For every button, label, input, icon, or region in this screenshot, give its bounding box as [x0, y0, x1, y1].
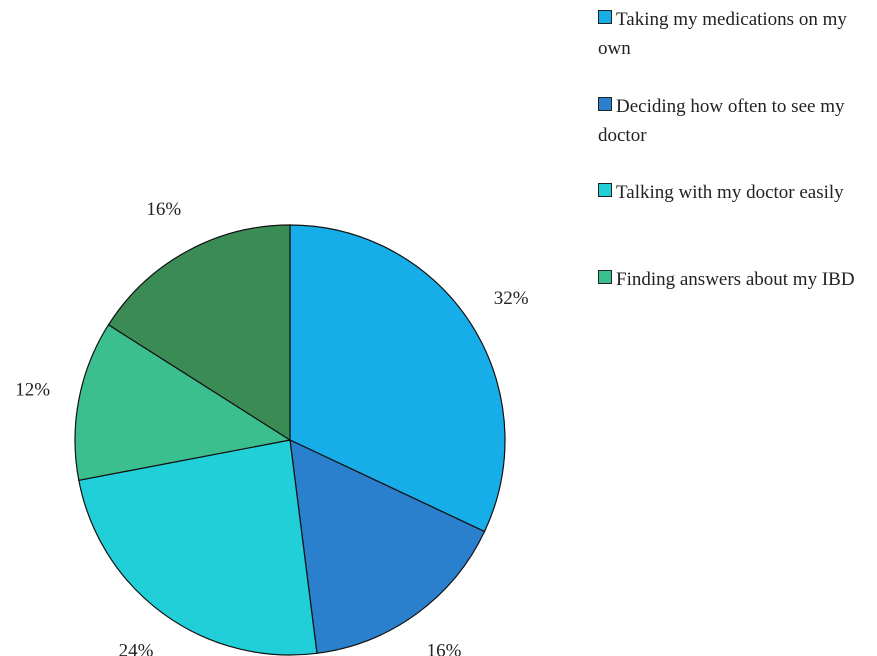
pie-slice — [74, 323, 292, 481]
data-label: 24% — [119, 640, 154, 656]
legend-entry: Taking my medications on my own — [598, 5, 868, 63]
legend-label: Talking with my doctor easily — [616, 182, 844, 203]
pie-slice — [289, 224, 506, 533]
legend-swatch — [598, 10, 612, 24]
legend-swatch — [598, 269, 612, 284]
legend-swatch — [598, 183, 612, 197]
pie-slice — [78, 439, 318, 656]
data-label: 16% — [146, 199, 181, 220]
data-label: 32% — [494, 288, 529, 309]
legend-entry: Finding answers about my IBD — [598, 265, 868, 294]
legend-entry: Deciding how often to see my doctor — [598, 92, 868, 150]
legend-label: Finding answers about my IBD — [616, 268, 855, 290]
data-label: 16% — [427, 640, 462, 656]
data-label: 12% — [15, 379, 50, 400]
legend-label: Deciding how often to see my doctor — [598, 95, 845, 146]
legend-entry: Talking with my doctor easily — [598, 178, 868, 207]
pie-slice — [289, 438, 486, 654]
pie-slice — [107, 224, 291, 442]
legend-label: Taking my medications on my own — [598, 9, 847, 59]
legend-swatch — [598, 96, 612, 111]
